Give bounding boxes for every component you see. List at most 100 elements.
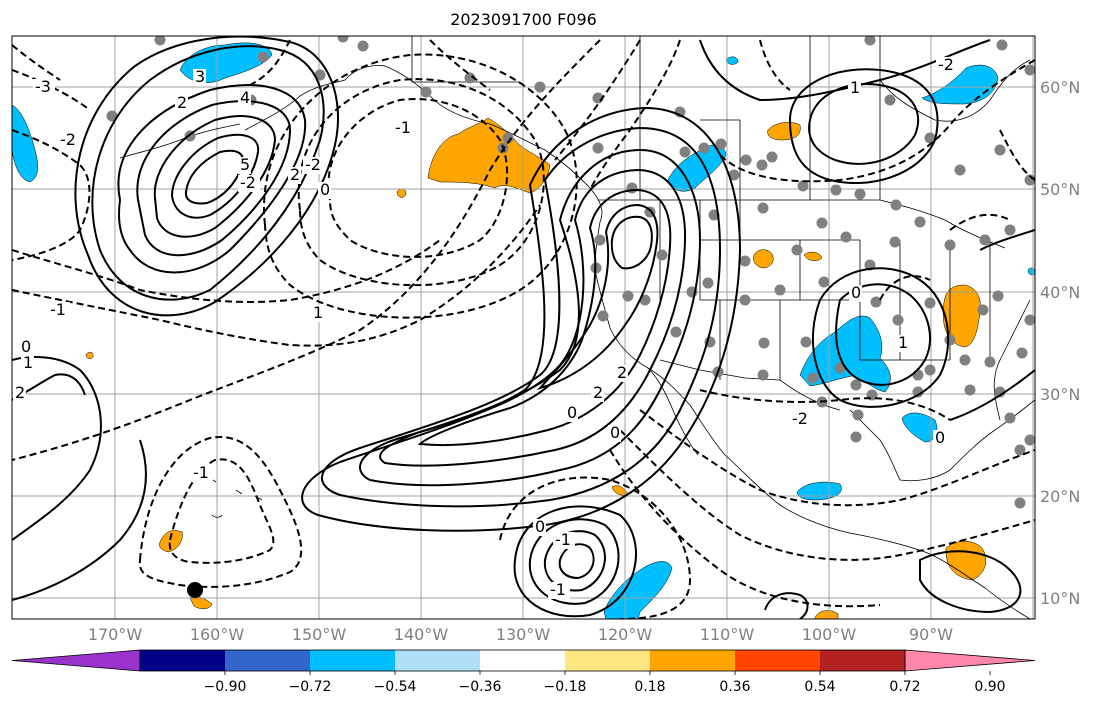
canada-provinces [639, 36, 881, 200]
longitude-label: 150°W [292, 625, 347, 644]
station-dot [994, 144, 1006, 156]
contour-label: -1 [50, 300, 66, 319]
contour-label: -1 [550, 580, 566, 599]
negative-area-alberta [667, 144, 727, 192]
station-dot [766, 151, 778, 163]
station-dot [890, 199, 902, 211]
station-dot [791, 244, 803, 256]
contour-label: -3 [35, 77, 51, 96]
station-dot [850, 379, 862, 391]
contour-line-positive [74, 36, 339, 317]
positive-area-pacific-small [396, 188, 407, 198]
contour-line-negative [499, 476, 692, 619]
contour-label: -2 [60, 130, 76, 149]
station-dot [807, 372, 819, 384]
contour-label-bg [191, 465, 213, 482]
contour-label-bg [615, 365, 628, 382]
contour-line-negative [949, 213, 1011, 231]
negative-area-great-lakes-small [1027, 267, 1035, 276]
station-dot [852, 409, 864, 421]
contour-line-negative [12, 239, 441, 303]
contour-label: -2 [240, 173, 256, 192]
colorbar: −0.90 −0.72 −0.54 −0.36 −0.18 0.18 0.36 0.54 0.7… [11, 649, 1036, 695]
station-dot [756, 159, 768, 171]
latitude-label: 10°N [1040, 589, 1080, 608]
contour-line-positive [117, 84, 307, 274]
station-dot [1024, 434, 1035, 446]
contour-line-positive [12, 356, 102, 541]
contour-line-positive [949, 369, 1035, 421]
contour-label: 1 [23, 353, 33, 372]
positive-area-hawaii-west [159, 530, 183, 553]
colorbar-label: −0.72 [289, 679, 332, 695]
station-dot [757, 202, 769, 214]
contour-line-positive [417, 188, 672, 447]
colorbar-label: −0.54 [374, 679, 417, 695]
contour-line-negative [138, 435, 303, 588]
station-dot [758, 337, 770, 349]
contour-label-bg [896, 335, 909, 352]
station-dot [914, 216, 926, 228]
contour-label-bg [533, 519, 546, 536]
station-dot [420, 86, 432, 98]
station-dot [597, 310, 609, 322]
colorbar-label: −0.90 [204, 679, 247, 695]
contour-label: 1 [898, 333, 908, 352]
contour-label-bg [238, 157, 251, 174]
contour-line-negative [297, 78, 545, 287]
contour-label: 1 [850, 78, 860, 97]
longitude-label: 160°W [190, 625, 245, 644]
station-dot [996, 39, 1008, 51]
contour-line-positive [764, 592, 809, 619]
contour-label: 2 [290, 165, 300, 184]
contour-label: -1 [555, 530, 571, 549]
contour-line-positive [812, 267, 950, 408]
station-dot [740, 154, 752, 166]
station-dot [154, 36, 166, 46]
station-dot [977, 304, 989, 316]
contour-line-negative [554, 39, 641, 161]
contour-line-positive [788, 68, 939, 184]
station-dot [679, 146, 691, 158]
station-dot [892, 314, 904, 326]
contour-label-bg [13, 385, 26, 402]
contour-line-negative [589, 39, 681, 191]
station-dot [314, 69, 326, 81]
large-marker-dot [187, 582, 203, 598]
contour-line-negative [12, 129, 91, 261]
contour-label-bg [933, 430, 946, 447]
station-dot [774, 284, 786, 296]
colorbar-segment [820, 650, 906, 671]
contour-line-negative [12, 39, 601, 461]
contour-line-negative [263, 53, 578, 319]
station-dot [715, 138, 727, 150]
station-dot [1024, 314, 1035, 326]
contour-label: 3 [195, 67, 205, 86]
station-dot [992, 290, 1004, 302]
contour-line-positive [379, 168, 687, 467]
contour-label: 0 [851, 283, 861, 302]
colorbar-segment [310, 650, 396, 671]
station-dot [534, 81, 546, 93]
contour-line-negative [12, 44, 61, 81]
contour-label: 5 [240, 155, 250, 174]
station-dot [834, 362, 846, 374]
station-dot [818, 276, 830, 288]
station-dot [994, 386, 1006, 398]
colorbar-label: −0.36 [459, 679, 502, 695]
positive-area-kansas [803, 251, 823, 261]
longitude-label: 170°W [88, 625, 143, 644]
contour-line-positive [808, 83, 920, 165]
contour-line-positive [979, 229, 1035, 251]
coastline-hudson-bay [879, 59, 1031, 122]
height-anomaly-contours [12, 36, 1035, 619]
station-dot [850, 431, 862, 443]
colorbar-label: 0.36 [719, 679, 750, 695]
colorbar-label: 0.54 [804, 679, 835, 695]
contour-line-negative [699, 389, 951, 421]
contour-label-bg [553, 532, 575, 549]
station-dot [984, 356, 996, 368]
station-dot [757, 369, 769, 381]
latitude-label: 30°N [1040, 385, 1080, 404]
